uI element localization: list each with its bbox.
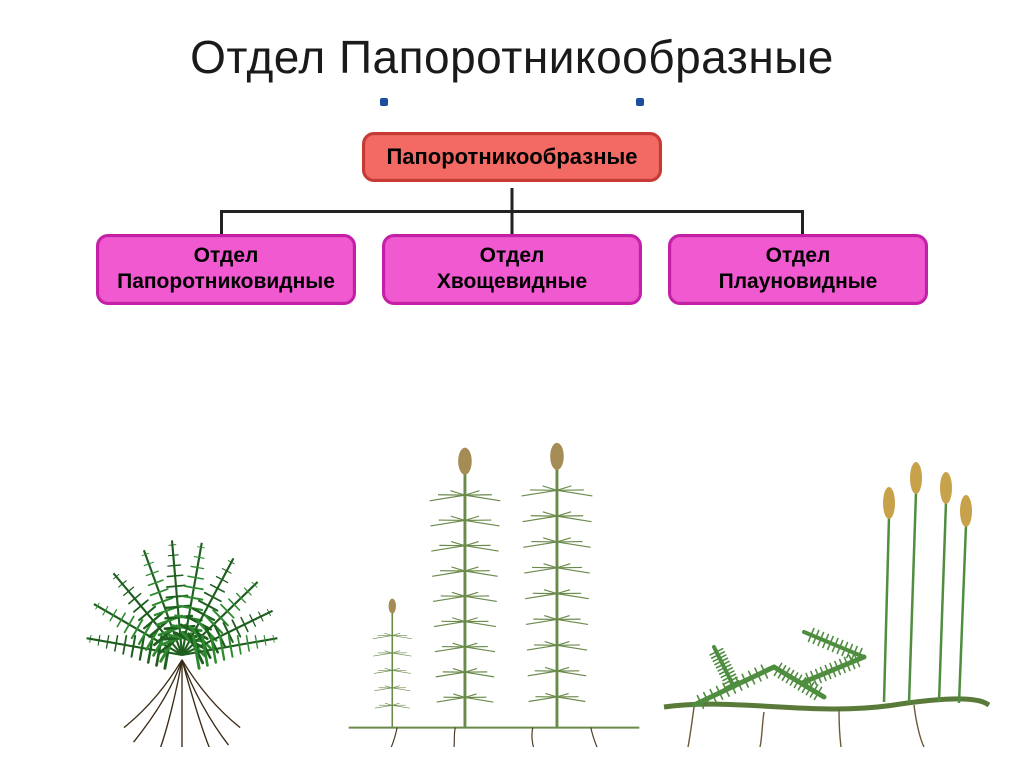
decorative-dots [40,94,984,114]
fern-illustration [30,417,334,747]
root-node: Папоротникообразные [362,132,662,182]
clubmoss-illustration [654,417,994,747]
child-node-ferns: Отдел Папоротниковидные [96,234,356,305]
horsetail-illustration [334,417,654,747]
child-node-clubmosses: Отдел Плауновидные [668,234,928,305]
node-label-line2: Папоротниковидные [117,269,335,295]
node-label-line1: Отдел [117,243,335,269]
dot-icon [636,98,644,106]
tree-connector [511,188,514,212]
node-label-line2: Плауновидные [689,269,907,295]
tree-connector [220,210,223,234]
slide: Отдел Папоротникообразные Папоротникообр… [0,0,1024,767]
tree-connector [801,210,804,234]
plant-illustrations [0,390,1024,747]
child-node-horsetails: Отдел Хвощевидные [382,234,642,305]
dot-icon [380,98,388,106]
page-title: Отдел Папоротникообразные [40,30,984,84]
clubmoss-icon [654,447,994,747]
classification-tree: Папоротникообразные Отдел Папоротниковид… [40,114,984,314]
node-label-line2: Хвощевидные [403,269,621,295]
fern-icon [32,437,332,747]
horsetail-icon [334,437,654,747]
node-label-line1: Отдел [689,243,907,269]
tree-connector [511,210,514,234]
node-label-line1: Отдел [403,243,621,269]
